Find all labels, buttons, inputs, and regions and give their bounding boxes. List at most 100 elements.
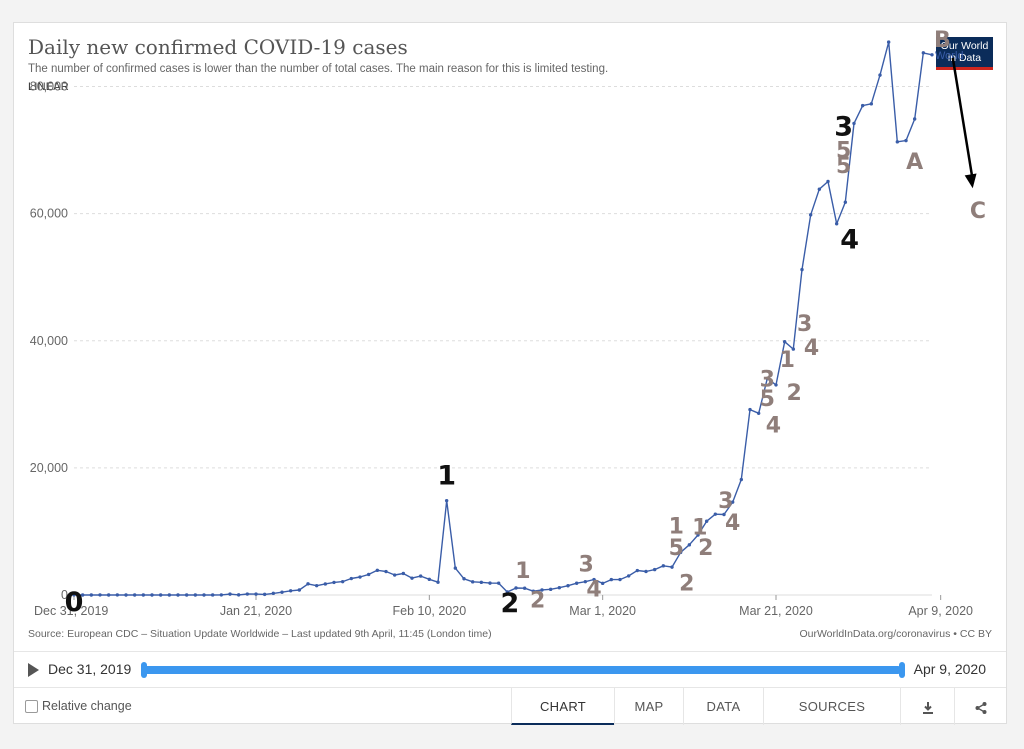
owid-logo[interactable]: Our World in Data bbox=[936, 37, 993, 70]
data-point bbox=[401, 571, 406, 576]
data-point bbox=[791, 347, 796, 351]
wave-count-annotation: 4 bbox=[586, 577, 601, 602]
data-point bbox=[245, 592, 250, 596]
data-point bbox=[479, 580, 484, 585]
data-point bbox=[418, 574, 423, 578]
data-point bbox=[531, 589, 536, 593]
timeline-end-handle[interactable] bbox=[899, 662, 905, 678]
data-point bbox=[566, 584, 570, 588]
wave-count-annotation: 3 bbox=[834, 111, 853, 142]
wave-count-annotation: C bbox=[970, 199, 986, 224]
wave-count-annotation: 3 bbox=[760, 368, 775, 393]
data-point bbox=[323, 582, 328, 586]
data-point bbox=[843, 200, 848, 204]
tab-sources[interactable]: SOURCES bbox=[763, 688, 900, 725]
checkbox-icon[interactable] bbox=[25, 699, 38, 713]
data-point bbox=[808, 213, 813, 217]
data-point bbox=[366, 572, 371, 577]
data-point bbox=[722, 512, 726, 517]
wave-count-annotation: 3 bbox=[718, 489, 733, 514]
wave-count-annotation: 5 bbox=[836, 139, 851, 164]
data-point bbox=[150, 593, 154, 597]
series-label: World bbox=[935, 50, 964, 62]
tab-map[interactable]: MAP bbox=[614, 688, 683, 725]
data-point bbox=[730, 500, 735, 504]
x-tick-labels: Dec 31, 2019 Jan 21, 2020 Feb 10, 2020 Mar … bbox=[34, 595, 973, 618]
series-layer: World bbox=[72, 40, 964, 597]
wave-count-annotation: 1 bbox=[437, 460, 456, 491]
data-point bbox=[462, 577, 466, 581]
data-point bbox=[89, 593, 94, 597]
data-point bbox=[306, 582, 310, 586]
scale-toggle[interactable]: LINEAR bbox=[28, 81, 69, 93]
chart-subtitle: The number of confirmed cases is lower t… bbox=[28, 63, 609, 75]
play-icon[interactable] bbox=[28, 663, 39, 677]
data-point bbox=[652, 567, 657, 572]
data-point bbox=[444, 498, 449, 503]
data-point bbox=[895, 140, 900, 144]
wave-count-annotation: 0 bbox=[65, 587, 84, 618]
data-point bbox=[670, 565, 674, 569]
data-point bbox=[600, 581, 605, 586]
data-point bbox=[280, 590, 284, 594]
wave-count-annotation: 3 bbox=[579, 552, 594, 577]
y-tick-label: 80,000 bbox=[30, 80, 68, 94]
data-point bbox=[98, 593, 102, 597]
data-point bbox=[184, 593, 189, 597]
relative-change-checkbox[interactable]: Relative change bbox=[25, 699, 132, 713]
projection-arrow bbox=[951, 57, 974, 181]
timeline-start-handle[interactable] bbox=[141, 662, 147, 678]
wave-count-annotation: 4 bbox=[804, 336, 819, 361]
data-point bbox=[514, 586, 518, 590]
data-point bbox=[739, 477, 744, 482]
data-point bbox=[817, 187, 822, 191]
data-point bbox=[314, 583, 319, 588]
x-tick-label: Feb 10, 2020 bbox=[392, 604, 466, 618]
data-point bbox=[696, 533, 700, 537]
source-note: Source: European CDC – Situation Update … bbox=[28, 628, 492, 640]
data-point bbox=[141, 593, 146, 597]
series-line-world bbox=[73, 41, 933, 596]
data-point bbox=[618, 577, 622, 582]
data-point bbox=[661, 564, 666, 568]
timeline-track[interactable] bbox=[143, 666, 902, 674]
data-point bbox=[626, 574, 631, 578]
wave-count-annotation: 3 bbox=[797, 312, 812, 337]
wave-count-annotation: 5 bbox=[836, 154, 851, 179]
data-point bbox=[488, 581, 492, 585]
data-point bbox=[392, 573, 397, 577]
y-tick-labels: 0 20,000 40,000 60,000 80,000 bbox=[30, 80, 68, 602]
y-tick-label: 20,000 bbox=[30, 461, 68, 475]
controls-bar: Relative change CHART MAP DATA SOURCES bbox=[14, 687, 1006, 725]
download-button[interactable] bbox=[900, 688, 954, 725]
data-point bbox=[678, 550, 683, 555]
data-point bbox=[262, 592, 267, 597]
share-icon bbox=[975, 701, 986, 714]
data-point bbox=[921, 51, 926, 55]
download-icon bbox=[922, 701, 933, 714]
data-point bbox=[132, 593, 137, 597]
wave-count-annotation: 1 bbox=[780, 348, 795, 373]
data-point bbox=[886, 40, 891, 44]
share-button[interactable] bbox=[954, 688, 1006, 725]
data-point bbox=[297, 588, 302, 592]
logo-line-1: Our World bbox=[940, 40, 989, 52]
data-point bbox=[713, 512, 718, 516]
data-point bbox=[106, 593, 111, 597]
data-point bbox=[202, 593, 206, 597]
data-point bbox=[436, 580, 440, 584]
source-link[interactable]: OurWorldInData.org/coronavirus • CC BY bbox=[799, 628, 992, 640]
data-point bbox=[410, 576, 414, 580]
tab-chart[interactable]: CHART bbox=[511, 688, 614, 725]
data-point bbox=[869, 102, 874, 106]
data-point bbox=[609, 577, 614, 582]
data-point bbox=[635, 568, 640, 573]
data-point bbox=[548, 587, 553, 592]
data-point bbox=[332, 580, 336, 585]
data-point bbox=[522, 586, 527, 590]
wave-count-annotation: 1 bbox=[692, 516, 707, 541]
data-point bbox=[375, 568, 380, 573]
data-point bbox=[72, 593, 76, 597]
x-tick-label: Apr 9, 2020 bbox=[908, 604, 973, 618]
tab-data[interactable]: DATA bbox=[683, 688, 763, 725]
